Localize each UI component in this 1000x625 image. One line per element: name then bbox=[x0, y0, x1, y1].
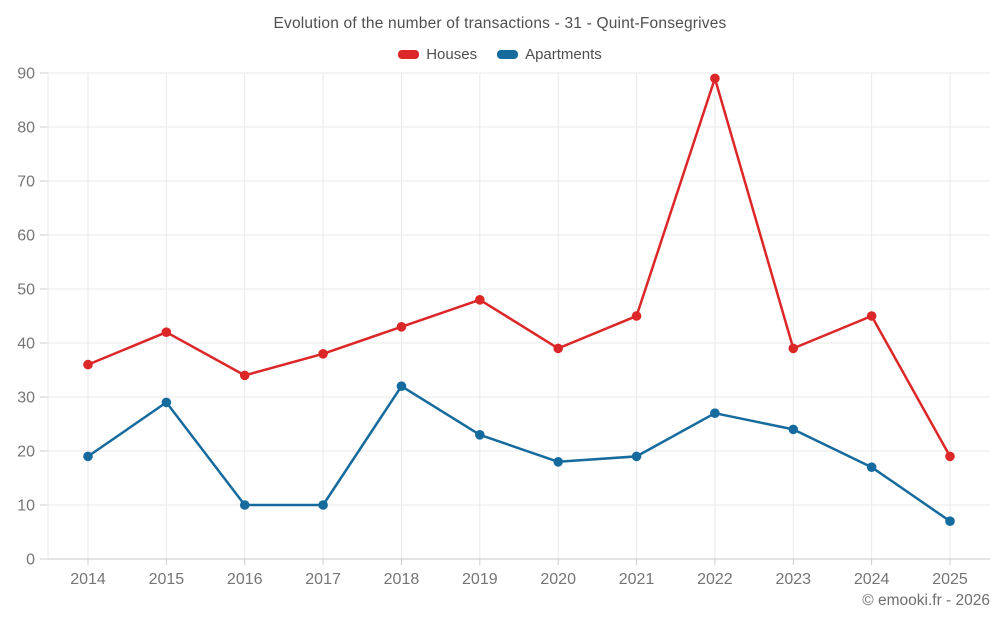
data-point-apartments-2018[interactable] bbox=[396, 381, 407, 392]
x-axis-tick-label: 2016 bbox=[227, 571, 263, 588]
y-axis-tick-label: 10 bbox=[17, 498, 35, 515]
data-point-houses-2022[interactable] bbox=[710, 73, 720, 84]
data-point-apartments-2025[interactable] bbox=[945, 516, 955, 526]
data-point-apartments-2020[interactable] bbox=[553, 457, 563, 467]
x-axis-tick-label: 2023 bbox=[775, 571, 811, 588]
x-axis-tick-label: 2020 bbox=[540, 571, 576, 588]
x-axis-tick-label: 2022 bbox=[697, 571, 733, 588]
y-axis-tick-label: 80 bbox=[17, 120, 35, 137]
y-axis-tick-label: 20 bbox=[17, 444, 35, 461]
series-line-apartments bbox=[86, 384, 952, 523]
data-point-apartments-2021[interactable] bbox=[631, 451, 642, 462]
y-axis-tick-label: 0 bbox=[26, 552, 35, 569]
data-point-houses-2020[interactable] bbox=[553, 343, 563, 354]
data-point-houses-2014[interactable] bbox=[83, 359, 93, 370]
copyright-text: © emooki.fr - 2026 bbox=[862, 592, 990, 609]
x-axis-tick-label: 2015 bbox=[149, 571, 185, 588]
apartments-series-swatch-icon bbox=[497, 50, 519, 59]
data-point-houses-2025[interactable] bbox=[945, 451, 955, 462]
data-point-houses-2018[interactable] bbox=[396, 322, 407, 332]
data-point-houses-2015[interactable] bbox=[161, 327, 172, 338]
y-axis-tick-label: 50 bbox=[17, 282, 35, 299]
data-point-apartments-2016[interactable] bbox=[239, 500, 250, 510]
legend-label-apartments: Apartments bbox=[525, 46, 602, 63]
x-axis-tick-label: 2025 bbox=[932, 571, 968, 588]
data-point-houses-2016[interactable] bbox=[239, 370, 250, 381]
legend-label-houses: Houses bbox=[426, 46, 478, 63]
chart-title: Evolution of the number of transactions … bbox=[273, 15, 727, 32]
data-point-apartments-2019[interactable] bbox=[475, 430, 485, 440]
houses-series-swatch-icon bbox=[398, 50, 420, 59]
data-point-houses-2021[interactable] bbox=[631, 311, 642, 321]
data-point-houses-2024[interactable] bbox=[866, 311, 877, 321]
x-axis-tick-label: 2021 bbox=[619, 571, 655, 588]
x-axis-tick-label: 2019 bbox=[462, 571, 498, 588]
x-axis-tick-label: 2014 bbox=[70, 571, 106, 588]
data-point-houses-2017[interactable] bbox=[318, 349, 328, 359]
y-axis-tick-label: 60 bbox=[17, 228, 35, 245]
x-axis-tick-label: 2017 bbox=[305, 571, 341, 588]
y-axis-tick-label: 70 bbox=[17, 174, 35, 191]
y-axis-tick-label: 90 bbox=[17, 66, 35, 83]
y-axis-tick-label: 40 bbox=[17, 336, 35, 353]
series-line-houses bbox=[86, 77, 952, 458]
x-axis-tick-label: 2018 bbox=[384, 571, 420, 588]
data-point-apartments-2022[interactable] bbox=[710, 408, 720, 419]
data-point-apartments-2015[interactable] bbox=[161, 397, 172, 408]
data-point-apartments-2024[interactable] bbox=[866, 462, 877, 473]
data-point-houses-2023[interactable] bbox=[788, 343, 799, 354]
legend-item-apartments[interactable]: Apartments bbox=[497, 46, 602, 63]
chart-legend: Houses Apartments bbox=[0, 46, 1000, 63]
y-axis-tick-label: 30 bbox=[17, 390, 35, 407]
data-point-apartments-2014[interactable] bbox=[83, 451, 93, 462]
data-point-apartments-2017[interactable] bbox=[318, 500, 328, 510]
data-point-apartments-2023[interactable] bbox=[788, 424, 799, 435]
legend-item-houses[interactable]: Houses bbox=[398, 46, 477, 63]
x-axis-tick-label: 2024 bbox=[854, 571, 890, 588]
data-point-houses-2019[interactable] bbox=[475, 295, 485, 305]
